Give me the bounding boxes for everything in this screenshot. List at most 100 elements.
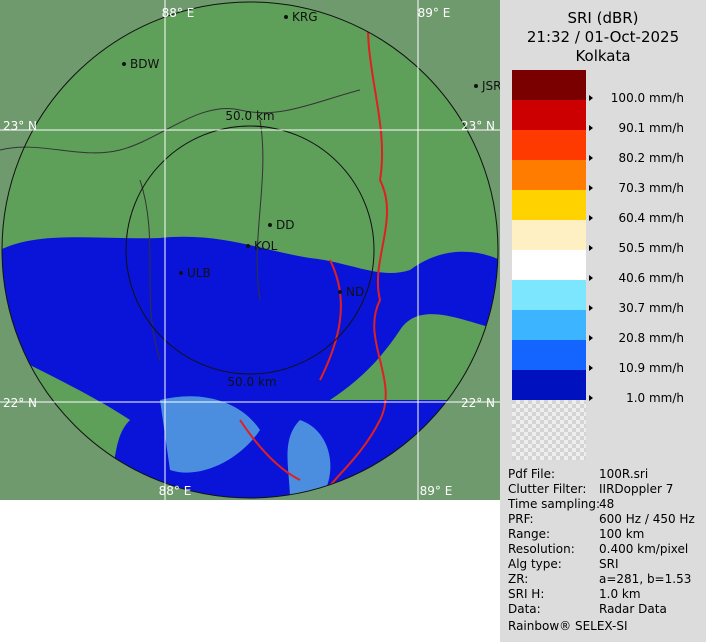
city-label: KRG xyxy=(292,10,318,24)
info-row: Pdf File: 100R.sri xyxy=(508,467,706,482)
legend-tick xyxy=(589,275,593,281)
border-line xyxy=(239,2,389,498)
info-value: IIRDoppler 7 xyxy=(599,482,674,496)
city-marker xyxy=(122,62,126,66)
lon-label: 88° E xyxy=(162,6,195,20)
title-line: 21:32 / 01-Oct-2025 xyxy=(526,28,680,46)
title-line: Kolkata xyxy=(575,47,631,65)
legend-swatch xyxy=(512,70,586,100)
legend-swatch xyxy=(512,100,586,130)
legend-row: 20.8 mm/h xyxy=(512,310,702,345)
city-label: KOL xyxy=(254,239,278,253)
lat-label: 22° N xyxy=(3,396,37,410)
legend-label: 10.9 mm/h xyxy=(618,361,684,375)
info-key: Time sampling: xyxy=(508,497,601,511)
info-value: SRI xyxy=(599,557,619,571)
city-marker xyxy=(474,84,478,88)
legend-row: 100.0 mm/h xyxy=(512,70,702,105)
title-line: SRI (dBR) xyxy=(567,9,639,27)
legend-row: 90.1 mm/h xyxy=(512,100,702,135)
legend-row: 10.9 mm/h xyxy=(512,340,702,375)
info-value: 600 Hz / 450 Hz xyxy=(599,512,695,526)
legend-swatch xyxy=(512,370,586,400)
lon-label: 88° E xyxy=(159,484,192,498)
legend-swatch xyxy=(512,220,586,250)
info-row: Time sampling: 48 xyxy=(508,497,706,512)
lat-label: 22° N xyxy=(461,396,495,410)
info-key: Range: xyxy=(508,527,551,541)
info-key: Pdf File: xyxy=(508,467,556,481)
water xyxy=(160,396,331,498)
legend-label: 20.8 mm/h xyxy=(618,331,684,345)
legend-swatch xyxy=(512,340,586,370)
info-value: 48 xyxy=(599,497,615,511)
info-row: Alg type: SRI xyxy=(508,557,706,572)
info-key: Resolution: xyxy=(508,542,575,556)
legend-swatch xyxy=(512,280,586,310)
legend-tick xyxy=(589,335,593,341)
range-label: 50.0 km xyxy=(227,375,276,389)
legend-label: 80.2 mm/h xyxy=(618,151,684,165)
radar-map: 88° E 89° E 88° E 89° E 23° N 23° N 22° N 22° N… xyxy=(0,0,500,500)
range-ring xyxy=(1,1,499,499)
legend-label: 50.5 mm/h xyxy=(618,241,684,255)
legend-label: 100.0 mm/h xyxy=(610,91,684,105)
legend-row: 60.4 mm/h xyxy=(512,190,702,225)
lon-label: 89° E xyxy=(420,484,453,498)
legend-tick xyxy=(589,245,593,251)
info-row: Clutter Filter: IIRDoppler 7 xyxy=(508,482,706,497)
info-row: ZR: a=281, b=1.53 xyxy=(508,572,706,587)
info-key: Clutter Filter: xyxy=(508,482,587,496)
info-value: 0.400 km/pixel xyxy=(599,542,689,556)
info-row: Range: 100 km xyxy=(508,527,706,542)
precipitation xyxy=(2,236,498,498)
info-key: SRI H: xyxy=(508,587,545,601)
legend-tick xyxy=(589,365,593,371)
city-marker xyxy=(284,15,288,19)
legend-tick xyxy=(589,305,593,311)
info-row: SRI H: 1.0 km xyxy=(508,587,706,602)
info-key: Alg type: xyxy=(508,557,562,571)
legend-tick xyxy=(589,185,593,191)
city-label: ND xyxy=(346,285,364,299)
graticule xyxy=(0,0,500,500)
range-label: 50.0 km xyxy=(225,109,274,123)
legend-swatch xyxy=(512,130,586,160)
city-marker xyxy=(338,290,342,294)
info-key: Data: xyxy=(508,602,541,616)
info-key: PRF: xyxy=(508,512,534,526)
legend-label: 30.7 mm/h xyxy=(618,301,684,315)
legend-tick xyxy=(589,215,593,221)
legend-swatch xyxy=(512,250,586,280)
info-value: 100R.sri xyxy=(599,467,649,481)
legend-row: 1.0 mm/h xyxy=(512,370,702,405)
legend-row: 30.7 mm/h xyxy=(512,280,702,315)
legend-tick xyxy=(589,155,593,161)
legend-tick xyxy=(589,395,593,401)
footer: Rainbow® SELEX-SI xyxy=(508,619,628,633)
legend-label: 60.4 mm/h xyxy=(618,211,684,225)
info-value: a=281, b=1.53 xyxy=(599,572,692,586)
legend-row: 70.3 mm/h xyxy=(512,160,702,195)
city-label: ULB xyxy=(187,266,211,280)
info-value: 1.0 km xyxy=(599,587,641,601)
nodata-swatch xyxy=(512,400,586,460)
legend-row: 40.6 mm/h xyxy=(512,250,702,285)
lat-label: 23° N xyxy=(3,119,37,133)
legend-label: 40.6 mm/h xyxy=(618,271,684,285)
city-label: DD xyxy=(276,218,294,232)
lon-label: 89° E xyxy=(418,6,451,20)
legend-row: 50.5 mm/h xyxy=(512,220,702,255)
city-label: JSR xyxy=(481,79,500,93)
info-value: Radar Data xyxy=(599,602,667,616)
info-row: Resolution: 0.400 km/pixel xyxy=(508,542,706,557)
legend-row: 80.2 mm/h xyxy=(512,130,702,165)
lat-label: 23° N xyxy=(461,119,495,133)
info-row: PRF: 600 Hz / 450 Hz xyxy=(508,512,706,527)
legend-tick xyxy=(589,95,593,101)
legend-label: 70.3 mm/h xyxy=(618,181,684,195)
range-ring xyxy=(125,125,375,375)
city-marker xyxy=(246,244,250,248)
legend-label: 90.1 mm/h xyxy=(618,121,684,135)
